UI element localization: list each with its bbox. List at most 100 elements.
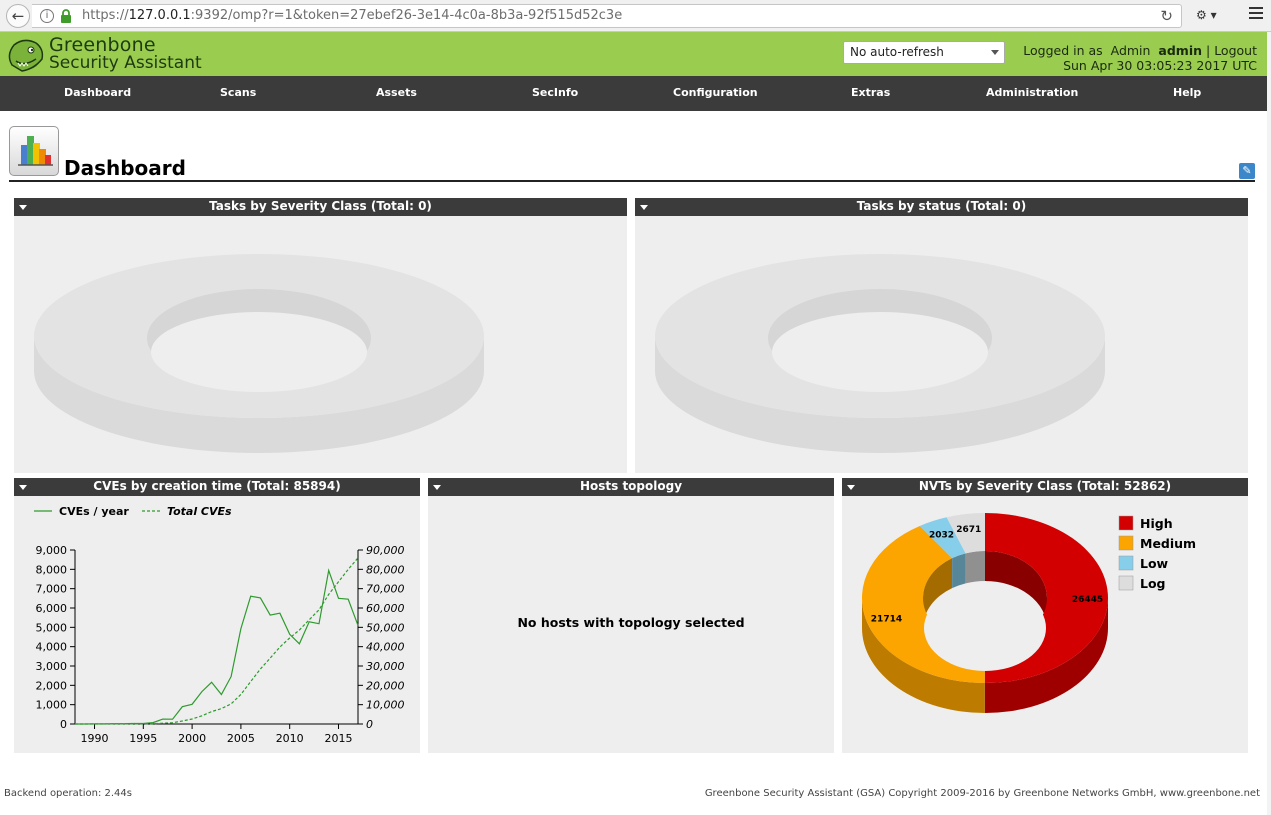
- auto-refresh-value: No auto-refresh: [850, 45, 944, 59]
- collapse-caret-icon[interactable]: [433, 485, 441, 490]
- y-tick-label-left: 4,000: [36, 641, 68, 654]
- slice-value-label: 26445: [1072, 595, 1103, 605]
- panel-title: CVEs by creation time (Total: 85894): [93, 479, 341, 493]
- url-host: 127.0.0.1: [128, 8, 191, 23]
- extension-icon[interactable]: ⚙ ▾: [1196, 8, 1217, 22]
- scrollbar[interactable]: [1267, 32, 1271, 815]
- donut-hole: [924, 585, 1046, 671]
- panel-header[interactable]: CVEs by creation time (Total: 85894): [14, 478, 420, 496]
- nav-configuration[interactable]: Configuration: [673, 86, 758, 99]
- y-tick-label-left: 1,000: [36, 699, 68, 712]
- cves-per-year-line: [75, 568, 359, 725]
- backend-operation-time: Backend operation: 2.44s: [4, 788, 132, 799]
- y-tick-label-right: 60,000: [366, 602, 405, 615]
- x-tick-label: 2005: [227, 732, 255, 745]
- slice-inner-medium: [923, 558, 953, 628]
- y-tick-label-left: 5,000: [36, 621, 68, 634]
- slice-value-label: 2032: [929, 531, 954, 541]
- nav-help[interactable]: Help: [1173, 86, 1202, 99]
- panel-header[interactable]: Hosts topology: [428, 478, 834, 496]
- legend-swatch: [1118, 515, 1134, 531]
- nav-scans[interactable]: Scans: [220, 86, 257, 99]
- back-arrow-icon[interactable]: ←: [6, 4, 30, 28]
- legend-swatch: [1118, 555, 1134, 571]
- collapse-caret-icon[interactable]: [19, 485, 27, 490]
- y-tick-label-right: 20,000: [366, 679, 405, 692]
- panel-tasks-severity: Tasks by Severity Class (Total: 0): [14, 198, 627, 473]
- chart-legend: CVEs / year Total CVEs: [34, 505, 232, 518]
- y-tick-label-right: 70,000: [366, 583, 405, 596]
- legend-swatch: [1118, 575, 1134, 591]
- y-tick-label-left: 6,000: [36, 602, 68, 615]
- y-tick-label-right: 10,000: [366, 699, 405, 712]
- slice-log: [946, 513, 985, 554]
- panel-cves: CVEs by creation time (Total: 85894) CVE…: [14, 478, 420, 753]
- legend-label: CVEs / year: [59, 505, 129, 518]
- greenbone-logo-icon[interactable]: [4, 35, 46, 75]
- browser-toolbar: ← i https://127.0.0.1:9392/omp?r=1&token…: [0, 0, 1271, 32]
- panel-header[interactable]: Tasks by Severity Class (Total: 0): [14, 198, 627, 216]
- brand-subtitle: Security Assistant: [49, 53, 202, 73]
- collapse-caret-icon[interactable]: [640, 205, 648, 210]
- y-tick-label-right: 50,000: [366, 621, 405, 634]
- x-tick-label: 1990: [81, 732, 109, 745]
- panel-hosts-topology: Hosts topology No hosts with topology se…: [428, 478, 834, 753]
- total-cves-line: [75, 557, 359, 725]
- greenbone-link[interactable]: www.greenbone.net: [1159, 788, 1260, 799]
- x-tick-label: 2015: [324, 732, 352, 745]
- url-field[interactable]: i https://127.0.0.1:9392/omp?r=1&token=2…: [32, 4, 1182, 28]
- logged-in-label: Logged in as: [1023, 43, 1103, 58]
- slice-inner-log: [965, 551, 985, 584]
- panel-title: Tasks by Severity Class (Total: 0): [209, 199, 432, 213]
- empty-message: No hosts with topology selected: [517, 615, 745, 630]
- y-tick-label-left: 3,000: [36, 660, 68, 673]
- collapse-caret-icon[interactable]: [847, 485, 855, 490]
- chevron-down-icon: [991, 50, 999, 55]
- app-header: Greenbone Security Assistant No auto-ref…: [0, 32, 1271, 76]
- reload-icon[interactable]: ↻: [1160, 7, 1173, 25]
- panel-nvts-severity: NVTs by Severity Class (Total: 52862) 26…: [842, 478, 1248, 753]
- main-nav: Dashboard Scans Assets SecInfo Configura…: [0, 76, 1271, 111]
- hamburger-menu-icon[interactable]: [1249, 7, 1263, 22]
- wrench-icon[interactable]: ✎: [1239, 163, 1255, 179]
- info-icon[interactable]: i: [40, 9, 54, 23]
- legend-label: Medium: [1140, 536, 1196, 551]
- legend-swatch: [1118, 535, 1134, 551]
- y-tick-label-left: 2,000: [36, 679, 68, 692]
- panel-header[interactable]: Tasks by status (Total: 0): [635, 198, 1248, 216]
- legend-label: Low: [1140, 556, 1169, 571]
- panel-title: Hosts topology: [579, 479, 683, 493]
- y-tick-label-left: 9,000: [36, 544, 68, 557]
- slice-value-label: 2671: [956, 525, 981, 535]
- nav-secinfo[interactable]: SecInfo: [532, 86, 579, 99]
- url-scheme: https://: [82, 8, 129, 23]
- y-tick-label-right: 90,000: [366, 544, 405, 557]
- cve-line-chart: CVEs / year Total CVEs 0 1,000 2,000 3,000 4,0…: [34, 505, 405, 745]
- username-link[interactable]: admin: [1158, 43, 1202, 58]
- collapse-caret-icon[interactable]: [19, 205, 27, 210]
- legend-label: Log: [1140, 576, 1166, 591]
- dashboard-chart-icon: [9, 126, 59, 176]
- y-tick-label-left: 7,000: [36, 583, 68, 596]
- nav-administration[interactable]: Administration: [986, 86, 1079, 99]
- panel-title: NVTs by Severity Class (Total: 52862): [918, 479, 1172, 493]
- nav-dashboard[interactable]: Dashboard: [64, 86, 132, 99]
- nav-assets[interactable]: Assets: [376, 86, 417, 99]
- y-tick-label-right: 30,000: [366, 660, 405, 673]
- slice-side-medium: [862, 598, 985, 713]
- nav-extras[interactable]: Extras: [851, 86, 891, 99]
- legend-label: Total CVEs: [167, 505, 232, 518]
- url-text: https://127.0.0.1:9392/omp?r=1&token=27e…: [82, 8, 622, 23]
- url-path: :9392/omp?r=1&token=27ebef26-3e14-4c0a-8…: [190, 8, 623, 23]
- panel-header[interactable]: NVTs by Severity Class (Total: 52862): [842, 478, 1248, 496]
- auto-refresh-select[interactable]: No auto-refresh: [843, 41, 1005, 64]
- panel-tasks-status: Tasks by status (Total: 0): [635, 198, 1248, 473]
- slice-low: [919, 517, 966, 559]
- logout-link[interactable]: Logout: [1214, 43, 1257, 58]
- brand-name: Greenbone: [49, 34, 156, 56]
- panel-title: Tasks by status (Total: 0): [856, 199, 1027, 213]
- x-tick-label: 1995: [129, 732, 157, 745]
- slice-side-high: [984, 598, 1108, 713]
- empty-donut-chart: [655, 254, 1105, 453]
